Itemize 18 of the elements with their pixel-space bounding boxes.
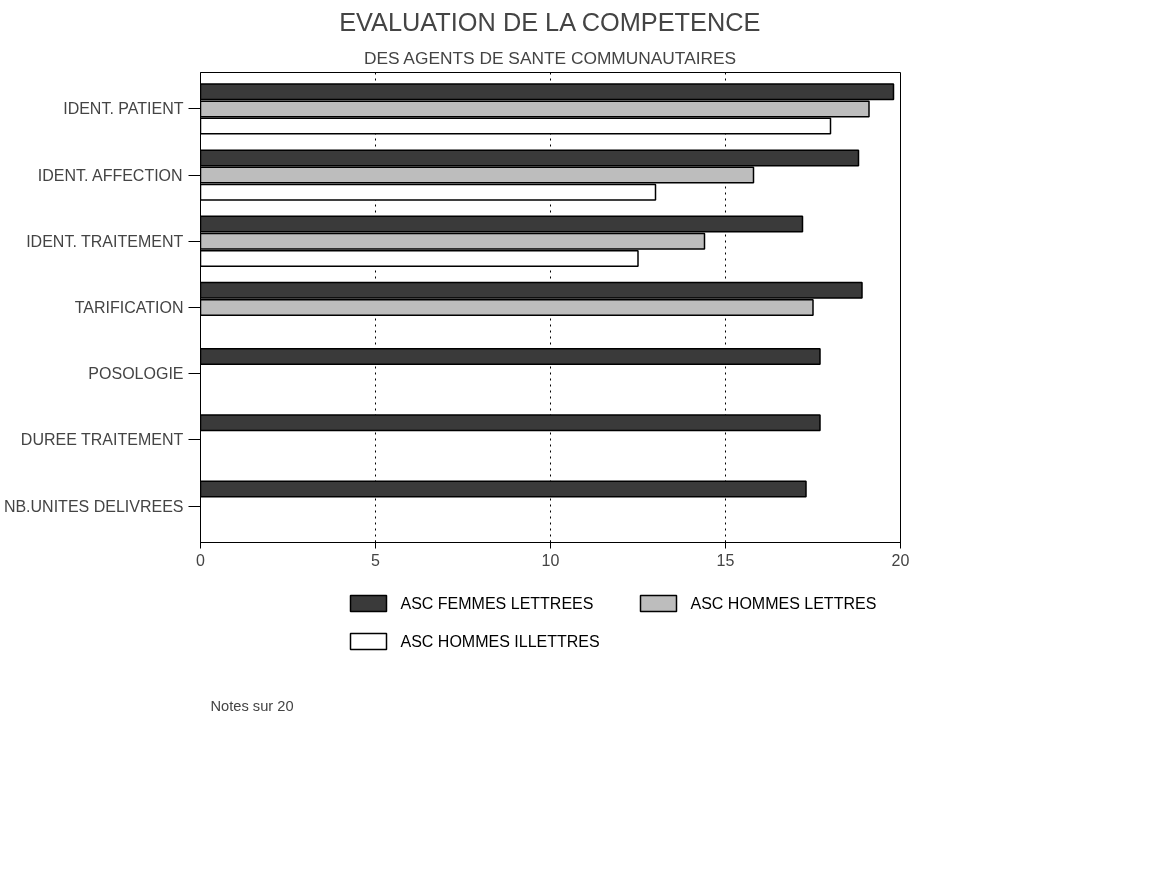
legend-label: ASC HOMMES ILLETTRES [400, 633, 600, 650]
x-tick-label: 0 [196, 551, 206, 569]
legend-label: ASC HOMMES LETTRES [690, 595, 877, 612]
y-tick-label: IDENT. AFFECTION [37, 166, 183, 184]
x-tick-label: 15 [716, 551, 735, 569]
x-tick-label: 20 [891, 551, 910, 569]
legend-label: ASC FEMMES LETTREES [400, 595, 594, 612]
y-tick-label: NB.UNITES DELIVREES [3, 497, 184, 515]
y-tick-label: TARIFICATION [74, 299, 184, 316]
chart-subtitle: DES AGENTS DE SANTE COMMUNAUTAIRES [363, 47, 737, 68]
y-tick-label: DUREE TRAITEMENT [20, 431, 184, 449]
x-tick-label: 5 [371, 551, 381, 569]
y-tick-label: IDENT. TRAITEMENT [26, 232, 184, 250]
chart-title: EVALUATION DE LA COMPETENCE [339, 7, 761, 36]
text: Notes sur 20 [210, 697, 294, 714]
y-tick-label: POSOLOGIE [88, 365, 184, 383]
y-tick-label: IDENT. PATIENT [63, 100, 184, 118]
x-tick-label: 10 [541, 551, 560, 569]
